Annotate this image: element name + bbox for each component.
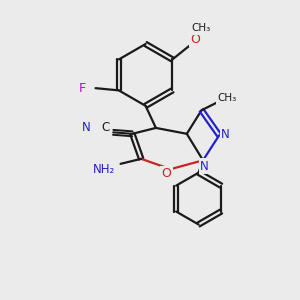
Text: F: F xyxy=(79,82,86,95)
Text: N: N xyxy=(82,122,91,134)
Text: N: N xyxy=(200,160,209,173)
Text: N: N xyxy=(221,128,230,141)
Text: O: O xyxy=(161,167,171,180)
Text: O: O xyxy=(191,33,201,46)
Text: C: C xyxy=(102,122,110,134)
Text: CH₃: CH₃ xyxy=(191,23,210,33)
Text: CH₃: CH₃ xyxy=(217,94,236,103)
Text: NH₂: NH₂ xyxy=(93,163,116,176)
